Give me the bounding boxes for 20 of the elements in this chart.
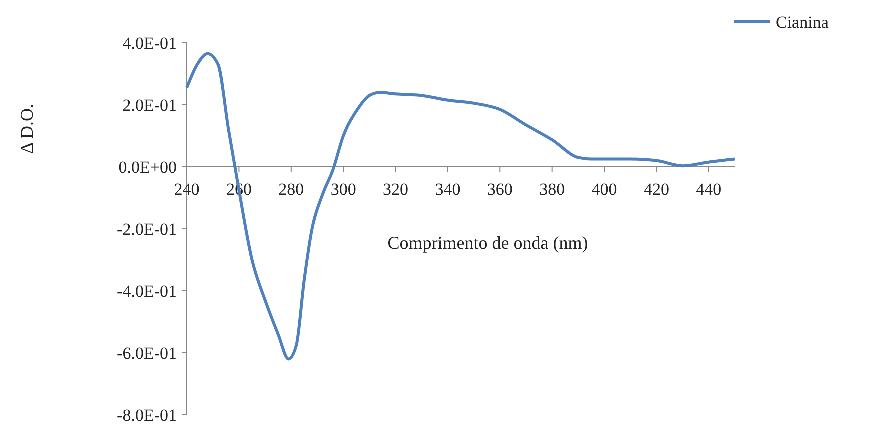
legend-label: Cianina: [776, 12, 830, 32]
x-tick-label: 300: [330, 180, 356, 199]
x-tick-label: 380: [540, 180, 566, 199]
x-tick-label: 240: [174, 180, 200, 199]
x-tick-label: 420: [644, 180, 670, 199]
y-tick-label: 2.0E-01: [122, 96, 177, 115]
y-tick-label: 4.0E-01: [122, 34, 177, 53]
y-tick-label: -4.0E-01: [117, 282, 177, 301]
y-tick-label: 0.0E+00: [118, 158, 177, 177]
x-tick-label: 280: [278, 180, 304, 199]
x-tick-label: 360: [487, 180, 513, 199]
x-tick-label: 340: [435, 180, 461, 199]
x-tick-label: 400: [592, 180, 618, 199]
x-tick-label: 440: [696, 180, 722, 199]
y-axis-title: Δ D.O.: [17, 104, 37, 154]
x-tick-label: 320: [383, 180, 409, 199]
y-tick-label: -2.0E-01: [117, 220, 177, 239]
y-tick-label: -8.0E-01: [117, 406, 177, 425]
x-axis-title: Comprimento de onda (nm): [388, 233, 588, 253]
y-tick-label: -6.0E-01: [117, 344, 177, 363]
